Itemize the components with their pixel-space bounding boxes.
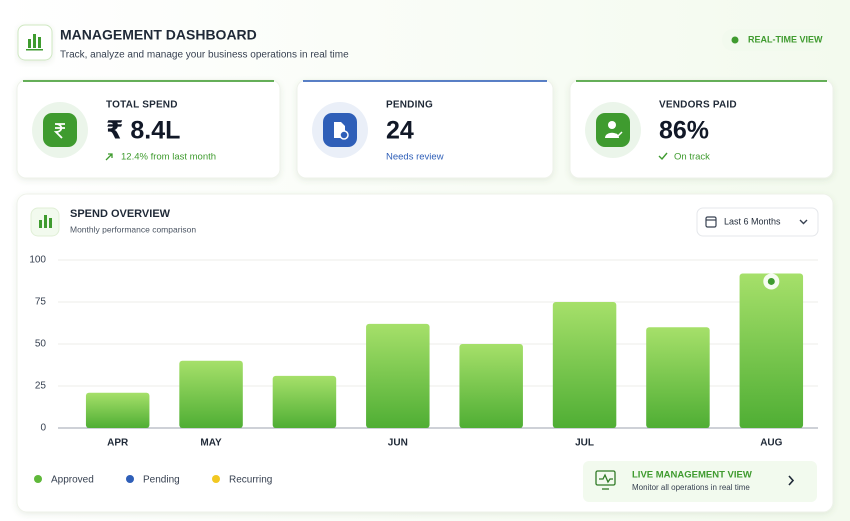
live-view-subtitle: Monitor all operations in real time xyxy=(632,483,750,492)
panel-title: SPEND OVERVIEW xyxy=(70,208,171,220)
monitor-icon xyxy=(595,470,616,490)
bar xyxy=(85,392,150,428)
header-title: MANAGEMENT DASHBOARD xyxy=(60,27,257,43)
panel-icon-bars xyxy=(39,215,52,228)
live-view-button[interactable] xyxy=(583,461,817,502)
legend-dot xyxy=(212,475,220,483)
bar xyxy=(272,375,337,428)
legend-label: Recurring xyxy=(229,475,272,486)
y-tick-label: 25 xyxy=(35,381,47,392)
y-tick-label: 100 xyxy=(29,255,46,266)
legend: Approved Pending Recurring xyxy=(34,475,272,486)
calendar-icon xyxy=(705,216,717,228)
x-tick-label: MAY xyxy=(200,438,222,449)
rupee-icon xyxy=(53,123,65,139)
user-check xyxy=(615,131,623,138)
user-body xyxy=(605,132,619,138)
x-tick-label: AUG xyxy=(760,438,782,449)
legend-dot xyxy=(34,475,42,483)
x-tick-label: JUL xyxy=(575,438,594,449)
trend-arrow xyxy=(105,153,113,161)
legend-label: Approved xyxy=(51,475,94,486)
legend-dot xyxy=(126,475,134,483)
highlight-dot xyxy=(767,277,775,285)
x-tick-label: JUN xyxy=(388,438,408,449)
live-view-title: LIVE MANAGEMENT VIEW xyxy=(632,470,752,481)
y-tick-label: 0 xyxy=(40,423,46,434)
bar xyxy=(179,360,243,428)
check-icon xyxy=(658,152,668,161)
badge-text: REAL-TIME VIEW xyxy=(748,34,823,44)
y-tick-label: 50 xyxy=(35,339,47,350)
card-value: 24 xyxy=(386,117,414,145)
card-note: 12.4% from last month xyxy=(121,152,216,163)
clock-icon xyxy=(339,130,349,140)
card-value: ₹ 8.4L xyxy=(106,117,180,145)
plot: 0 25 50 75 100 APR MAY JUN JUL AUG xyxy=(29,255,818,449)
bar xyxy=(646,327,710,428)
y-tick-label: 75 xyxy=(35,297,47,308)
bar xyxy=(552,302,617,428)
bar xyxy=(459,344,523,428)
panel-subtitle: Monthly performance comparison xyxy=(70,224,196,234)
filter-text: Last 6 Months xyxy=(724,216,781,226)
filter-button[interactable] xyxy=(696,207,819,237)
user-head xyxy=(608,121,616,129)
card-label: PENDING xyxy=(386,100,433,111)
header-subtitle: Track, analyze and manage your business … xyxy=(60,50,349,61)
card-label: TOTAL SPEND xyxy=(106,100,178,111)
card-label: VENDORS PAID xyxy=(659,100,737,111)
card-icon xyxy=(596,113,630,147)
card-note: Needs review xyxy=(386,152,444,163)
card-note: On track xyxy=(674,152,710,163)
x-tick-label: APR xyxy=(107,438,129,449)
dropdown-chevron xyxy=(799,219,808,225)
header-icon-bars xyxy=(26,34,43,51)
cards: TOTAL SPEND ₹ 8.4L 12.4% from last month PE… xyxy=(16,79,834,179)
realtime-badge[interactable] xyxy=(722,29,828,51)
card-value: 86% xyxy=(659,117,709,145)
bar xyxy=(739,273,804,428)
bar xyxy=(366,323,430,428)
live-dot xyxy=(731,36,739,44)
live-view-chevron xyxy=(788,475,795,486)
legend-label: Pending xyxy=(143,475,180,486)
